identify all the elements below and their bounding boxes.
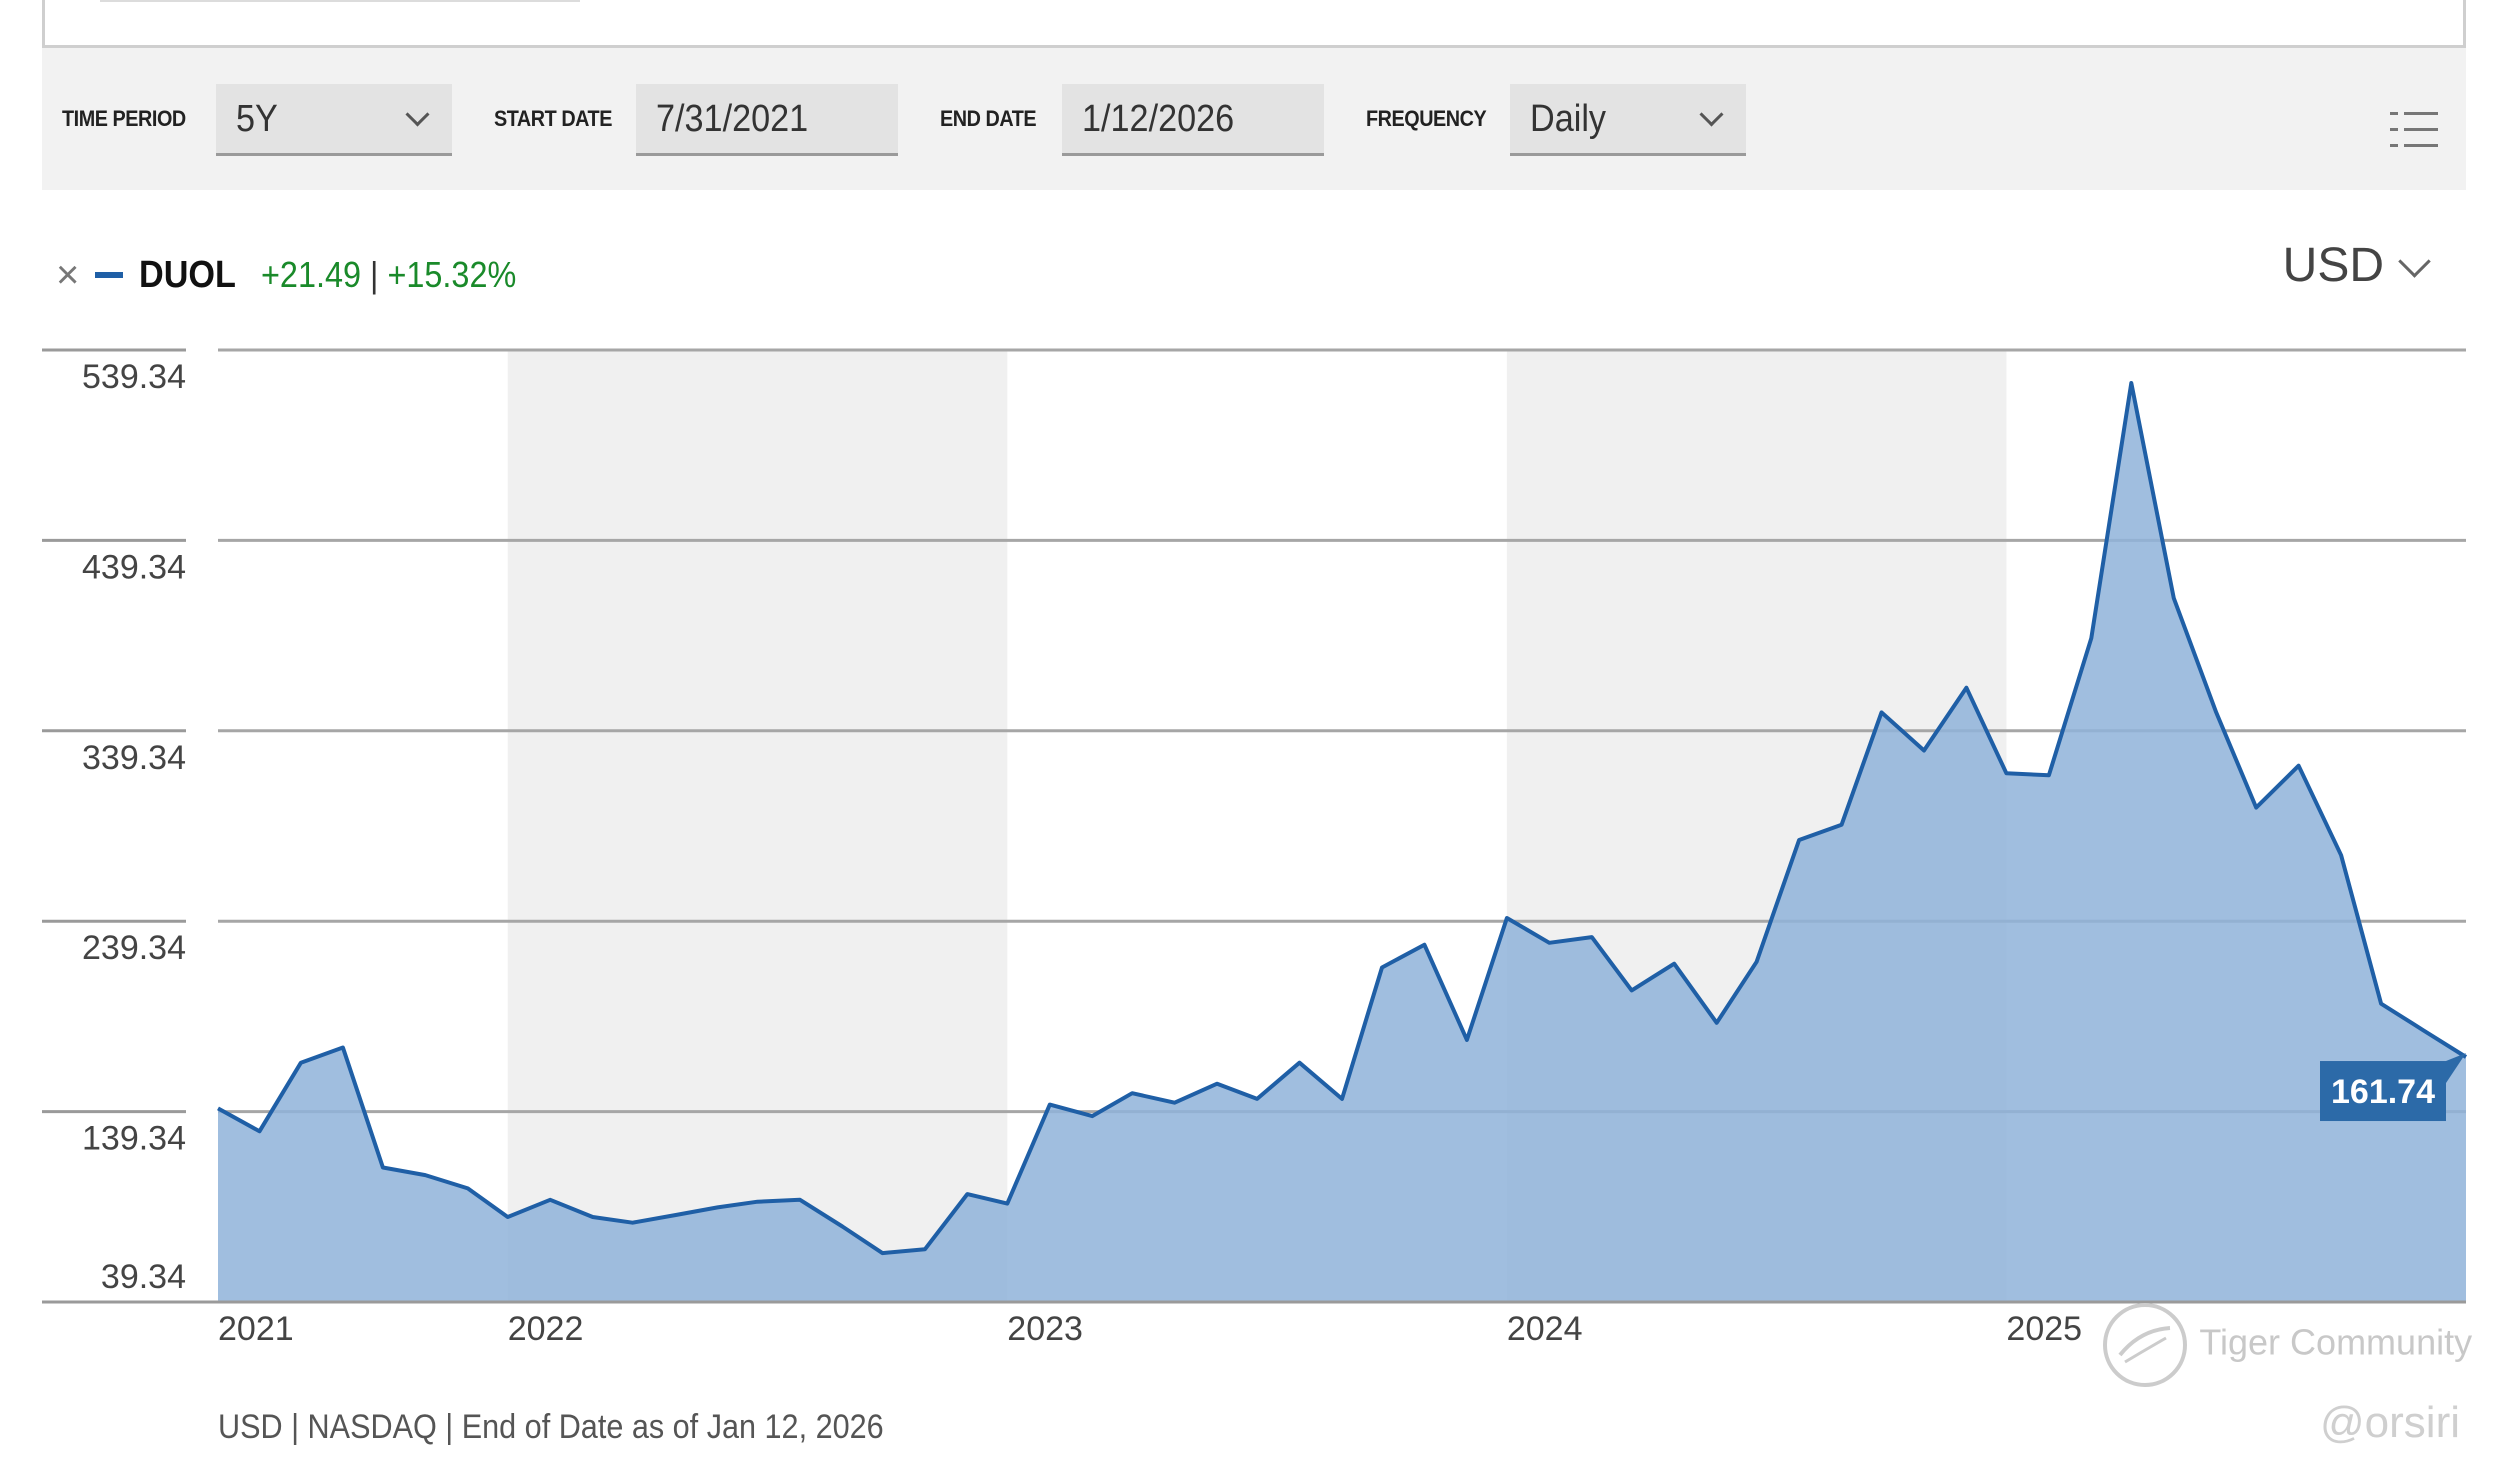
end-date-label: END DATE	[940, 106, 1037, 131]
last-value-label: 161.74	[2331, 1073, 2435, 1111]
start-date-value: 7/31/2021	[656, 98, 809, 140]
tiger-logo-icon	[2103, 1303, 2187, 1387]
chart-settings-toolbar: TIME PERIOD 5Y START DATE 7/31/2021 END …	[42, 48, 2466, 190]
top-panel	[42, 0, 2466, 48]
y-tick-label: 39.34	[101, 1258, 186, 1296]
currency-value: USD	[2282, 239, 2384, 292]
time-period-select[interactable]: 5Y	[216, 84, 452, 156]
watermark-brand: Tiger Community	[2199, 1321, 2473, 1363]
change-percent: +15.32%	[387, 254, 517, 295]
y-tick-label: 339.34	[82, 739, 186, 777]
y-tick-label: 439.34	[82, 548, 186, 586]
price-change: +21.49 | +15.32%	[261, 254, 516, 296]
end-date-input[interactable]: 1/12/2026	[1062, 84, 1324, 156]
series-line	[217, 381, 2468, 1256]
x-tick-label: 2024	[1507, 1310, 1583, 1348]
frequency-value: Daily	[1530, 98, 1607, 140]
time-period-value: 5Y	[236, 98, 278, 140]
series-swatch	[95, 272, 124, 278]
change-separator: |	[370, 254, 379, 295]
y-tick-label: 539.34	[82, 358, 186, 396]
chart-footnote: USD | NASDAQ | End of Date as of Jan 12,…	[218, 1408, 884, 1446]
change-absolute: +21.49	[261, 254, 362, 295]
time-period-label: TIME PERIOD	[62, 106, 186, 131]
tiger-community-watermark: Tiger Community	[2100, 1300, 2472, 1390]
price-area-chart: 539.34 439.34 339.34 239.34 139.34 39.34 2021…	[42, 348, 2468, 1348]
x-tick-label: 2021	[218, 1310, 294, 1348]
start-date-input[interactable]: 7/31/2021	[636, 84, 898, 156]
x-tick-label: 2022	[508, 1310, 584, 1348]
y-tick-label: 239.34	[82, 929, 186, 967]
x-tick-label: 2023	[1007, 1310, 1083, 1348]
series-area	[218, 383, 2466, 1302]
last-value-badge	[2320, 1061, 2446, 1122]
x-tick-label: 2025	[2006, 1310, 2082, 1348]
frequency-label: FREQUENCY	[1366, 106, 1487, 131]
frequency-select[interactable]: Daily	[1510, 84, 1746, 156]
start-date-label: START DATE	[494, 106, 612, 131]
watermark-handle: @orsiri	[2320, 1398, 2460, 1447]
y-tick-label: 139.34	[82, 1120, 186, 1158]
end-date-value: 1/12/2026	[1082, 98, 1235, 140]
last-value-pointer	[2446, 1053, 2466, 1084]
list-menu-icon[interactable]	[2390, 108, 2438, 152]
tab-underline	[100, 0, 580, 2]
series-legend: × DUOL +21.49 | +15.32%	[56, 245, 545, 305]
close-icon[interactable]: ×	[56, 253, 80, 297]
year-band	[507, 350, 1008, 1302]
ticker-symbol: DUOL	[139, 253, 237, 296]
